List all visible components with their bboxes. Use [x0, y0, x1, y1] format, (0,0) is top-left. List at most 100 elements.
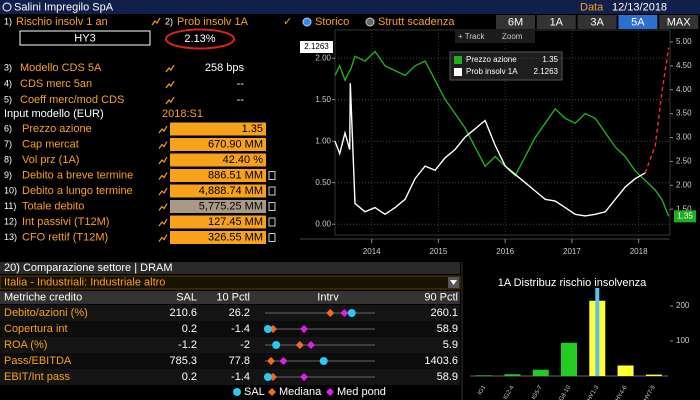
period-button[interactable]: [536, 15, 576, 29]
period-button[interactable]: [659, 15, 699, 29]
last-value-box: [674, 210, 696, 223]
chart-icon: [165, 96, 175, 105]
chart-icon: [158, 187, 168, 196]
dropdown-arrow: [450, 280, 457, 285]
input-box[interactable]: [170, 215, 266, 229]
input-value: 1.35: [242, 123, 263, 135]
input-box[interactable]: [170, 138, 266, 151]
chart-icon: [165, 80, 175, 89]
input-value: 127.45 MM: [208, 216, 263, 228]
bar: [504, 374, 521, 376]
input-box[interactable]: [170, 184, 266, 198]
period-button[interactable]: [496, 15, 535, 29]
column-header: 90 Pctl: [424, 291, 458, 303]
input-box[interactable]: [170, 122, 266, 136]
x-tick-label: 2014: [363, 247, 381, 256]
metric-name: ROA (%): [4, 339, 47, 351]
y2-tick-label: 2.50: [676, 157, 692, 166]
rating[interactable]: HY3: [74, 32, 95, 44]
date: 12/13/2018: [612, 1, 667, 13]
input-number: 7): [4, 139, 12, 149]
median-marker: [326, 309, 335, 317]
item-label[interactable]: Rischio insolv 1 an: [16, 16, 108, 28]
legend-label: Mediana: [279, 386, 322, 398]
column-header: 10 Pctl: [216, 291, 250, 303]
input-label: CFO rettif (T12M): [22, 231, 108, 243]
input-value: 42.40 %: [223, 154, 264, 166]
radio-label[interactable]: Storico: [315, 16, 349, 28]
p10-value: 26.2: [229, 307, 250, 319]
x-tick-label: 2015: [430, 247, 448, 256]
p10-value: -1.4: [231, 371, 250, 383]
x-tick-label: 2017: [563, 247, 581, 256]
y2-tick-label: 5.00: [676, 37, 692, 46]
input-label: Prezzo azione: [22, 123, 92, 135]
last-value-label: 2.1263: [304, 42, 329, 51]
filter-dropdown[interactable]: [0, 275, 461, 290]
period-button[interactable]: [618, 15, 658, 29]
period-label[interactable]: 3A: [590, 16, 604, 28]
doc-icon: [268, 217, 276, 227]
x-axis-band: [300, 238, 700, 260]
doc-icon: [268, 202, 276, 211]
input-value: 5,775.25 MM: [199, 200, 263, 212]
item-label[interactable]: Prob insolv 1A: [177, 16, 249, 28]
field-value: 258 bps: [205, 62, 245, 74]
track-button[interactable]: + Track: [458, 32, 485, 41]
input-box[interactable]: [170, 169, 266, 182]
doc-icon: [268, 171, 276, 180]
legend-swatch: [454, 68, 462, 76]
legend-value: 1.35: [542, 55, 558, 64]
legend-name: Prezzo azione: [466, 55, 517, 64]
zoom-button[interactable]: Zoom: [502, 32, 523, 41]
period-label[interactable]: 6M: [508, 16, 523, 28]
column-header: Intrv: [317, 291, 339, 303]
input-box[interactable]: [170, 231, 266, 244]
sal-value: 785.3: [169, 355, 197, 367]
legend-median: [268, 388, 276, 396]
median-marker: [295, 341, 304, 349]
legend-label: Med pond: [337, 386, 386, 398]
weighted-median-marker: [340, 309, 349, 317]
p90-value: 1403.6: [424, 355, 458, 367]
y-tick-label: 1.50: [315, 95, 331, 104]
filter-value[interactable]: Italia - Industriali: Industriale altro: [4, 276, 165, 288]
metric-name: Pass/EBITDA: [4, 355, 72, 367]
input-number: 10): [4, 185, 17, 195]
track-zoom-bar: [455, 31, 535, 43]
bar: [645, 374, 662, 376]
y-tick-label: 1.00: [315, 136, 331, 145]
chart-icon: [158, 234, 168, 242]
field-number: 5): [4, 94, 12, 104]
period-label[interactable]: 5A: [631, 16, 645, 28]
period-label[interactable]: MAX: [667, 16, 692, 28]
chart-icon: [151, 17, 161, 26]
period-label[interactable]: 1A: [550, 16, 564, 28]
weighted-median-marker: [279, 357, 288, 365]
period-button[interactable]: [577, 15, 617, 29]
table-row: [0, 353, 460, 369]
security-icon: [2, 2, 12, 12]
x-tick-label: IG1: [477, 384, 487, 396]
chart-icon: [165, 64, 175, 73]
field-value: --: [237, 78, 245, 90]
series-line: [644, 47, 670, 174]
y2-tick-label: 2.00: [676, 180, 692, 189]
bar: [617, 365, 634, 376]
input-box[interactable]: [170, 153, 266, 167]
sector-header-bar: [0, 262, 460, 274]
legend-weighted-median: [326, 388, 334, 396]
table-row: [0, 321, 460, 337]
radio-label[interactable]: Strutt scadenza: [378, 16, 455, 28]
radio-button[interactable]: [302, 17, 312, 27]
y-tick-label: 100: [676, 336, 690, 345]
sal-marker: [263, 325, 272, 333]
radio-button[interactable]: [365, 17, 375, 27]
field-value: --: [237, 94, 245, 106]
weighted-median-marker: [300, 325, 309, 333]
p90-value: 58.9: [437, 323, 458, 335]
item-number: 2): [165, 16, 173, 26]
input-value: 4,888.74 MM: [199, 185, 263, 197]
chart-icon: [158, 172, 168, 180]
